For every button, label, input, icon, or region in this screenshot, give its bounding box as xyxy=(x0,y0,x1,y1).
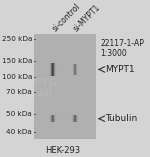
Bar xyxy=(76,115,77,122)
Bar xyxy=(50,115,51,122)
Bar xyxy=(57,115,58,122)
Bar xyxy=(53,63,54,76)
Text: MYPT1: MYPT1 xyxy=(105,65,135,74)
Bar xyxy=(83,115,84,122)
Bar xyxy=(52,115,53,122)
Bar xyxy=(51,115,52,122)
Bar xyxy=(73,64,74,75)
Bar xyxy=(46,63,47,76)
Text: 70 kDa: 70 kDa xyxy=(6,89,32,95)
Bar xyxy=(66,115,67,122)
Text: Tubulin: Tubulin xyxy=(105,114,137,123)
Bar xyxy=(75,115,76,122)
Bar xyxy=(70,64,71,75)
Bar xyxy=(69,64,70,75)
Bar xyxy=(47,63,48,76)
Bar xyxy=(76,64,77,75)
Bar xyxy=(49,115,50,122)
Bar xyxy=(60,115,61,122)
Bar xyxy=(69,115,70,122)
Bar xyxy=(81,64,82,75)
Bar xyxy=(45,63,46,76)
Bar xyxy=(74,115,75,122)
Bar xyxy=(77,64,78,75)
Bar xyxy=(71,115,72,122)
Bar xyxy=(79,115,80,122)
Bar xyxy=(52,63,53,76)
Bar xyxy=(49,63,50,76)
Bar xyxy=(58,115,59,122)
Bar xyxy=(57,63,58,76)
Text: 150 kDa: 150 kDa xyxy=(2,57,32,64)
Text: 40 kDa: 40 kDa xyxy=(6,129,32,135)
Bar xyxy=(45,115,46,122)
Bar xyxy=(68,64,69,75)
Bar xyxy=(59,63,60,76)
Text: 22117-1-AP: 22117-1-AP xyxy=(100,39,144,48)
Bar xyxy=(59,115,60,122)
Bar xyxy=(70,115,71,122)
Bar xyxy=(77,115,78,122)
Bar xyxy=(34,34,96,139)
Text: PTG
AB: PTG AB xyxy=(34,78,58,99)
Bar xyxy=(78,115,79,122)
Text: si-control: si-control xyxy=(51,2,82,33)
Bar xyxy=(71,64,72,75)
Bar xyxy=(56,115,57,122)
Bar xyxy=(80,115,81,122)
Bar xyxy=(82,115,83,122)
Bar xyxy=(73,115,74,122)
Text: 250 kDa: 250 kDa xyxy=(2,36,32,42)
Bar xyxy=(50,63,51,76)
Bar xyxy=(74,64,75,75)
Text: 50 kDa: 50 kDa xyxy=(6,111,32,117)
Bar xyxy=(48,63,49,76)
Bar xyxy=(75,64,76,75)
Text: 1:3000: 1:3000 xyxy=(100,49,127,57)
Bar xyxy=(79,64,80,75)
Text: HEK-293: HEK-293 xyxy=(45,146,80,155)
Bar xyxy=(44,63,45,76)
Bar xyxy=(56,63,57,76)
Bar xyxy=(46,115,47,122)
Bar xyxy=(48,115,49,122)
Bar xyxy=(80,64,81,75)
Bar xyxy=(58,63,59,76)
Bar xyxy=(54,63,55,76)
Bar xyxy=(72,115,73,122)
Bar xyxy=(81,115,82,122)
Bar xyxy=(78,64,79,75)
Text: 100 kDa: 100 kDa xyxy=(2,74,32,80)
Bar xyxy=(54,115,55,122)
Bar xyxy=(67,115,68,122)
Bar xyxy=(51,63,52,76)
Bar xyxy=(44,115,45,122)
Bar xyxy=(72,64,73,75)
Bar xyxy=(53,115,54,122)
Bar xyxy=(47,115,48,122)
Bar xyxy=(60,63,61,76)
Bar xyxy=(68,115,69,122)
Text: si-MYPT1: si-MYPT1 xyxy=(72,3,102,33)
